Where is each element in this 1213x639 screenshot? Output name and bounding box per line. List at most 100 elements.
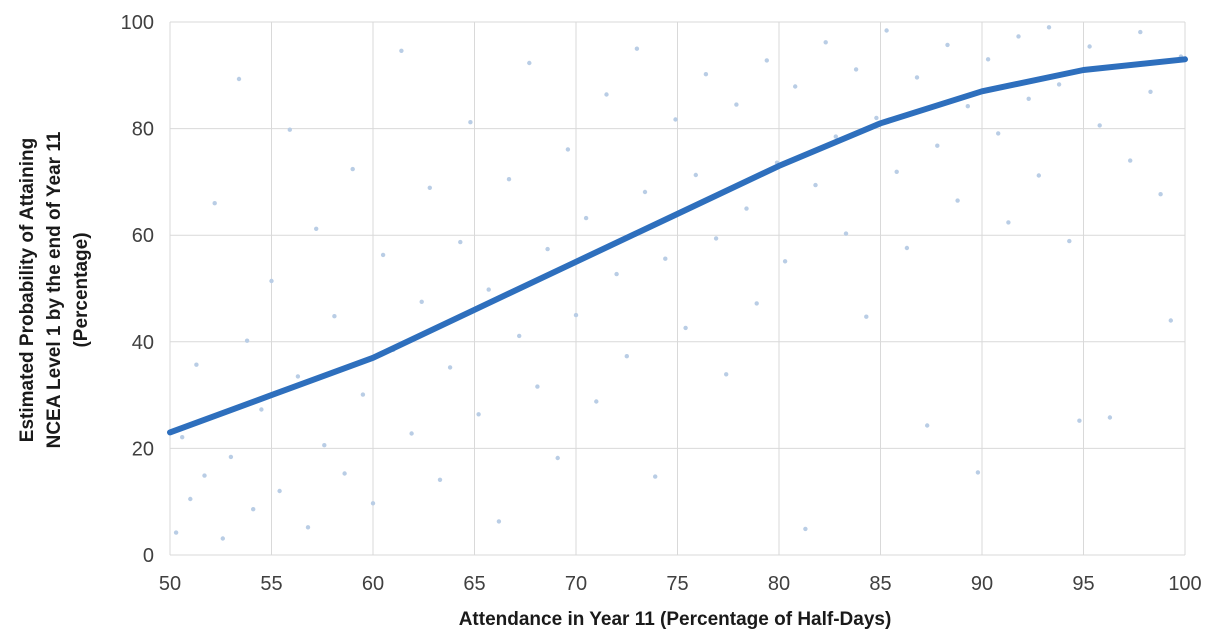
data-point-6 — [220, 536, 225, 541]
data-point-83 — [965, 104, 970, 109]
data-point-52 — [653, 474, 658, 479]
data-point-56 — [693, 172, 698, 178]
data-point-11 — [259, 407, 264, 412]
data-point-67 — [803, 526, 808, 532]
data-point-93 — [1067, 238, 1072, 244]
data-point-29 — [427, 185, 432, 190]
x-axis-title: Attendance in Year 11 (Percentage of Hal… — [459, 609, 892, 630]
x-tick-label-7: 85 — [869, 573, 891, 595]
data-point-92 — [1056, 82, 1062, 87]
data-point-31 — [447, 365, 453, 370]
data-point-86 — [996, 131, 1001, 136]
data-point-32 — [458, 239, 463, 245]
x-tick-label-9: 95 — [1072, 573, 1094, 595]
data-point-65 — [782, 259, 788, 264]
data-point-19 — [332, 314, 337, 319]
data-point-14 — [287, 127, 292, 132]
data-point-57 — [703, 72, 709, 77]
data-point-94 — [1077, 418, 1082, 423]
trend-line — [167, 56, 1188, 436]
data-point-24 — [380, 252, 386, 258]
x-tick-label-3: 65 — [463, 573, 485, 595]
data-point-87 — [1006, 220, 1011, 225]
data-point-38 — [517, 333, 522, 339]
data-point-39 — [527, 60, 532, 66]
data-point-96 — [1097, 123, 1102, 128]
data-point-44 — [573, 312, 579, 318]
data-point-22 — [360, 392, 366, 397]
data-point-78 — [914, 75, 920, 80]
data-point-80 — [935, 143, 940, 148]
data-point-9 — [244, 338, 250, 343]
data-point-72 — [853, 67, 859, 72]
data-point-45 — [583, 215, 589, 221]
data-point-50 — [634, 46, 640, 51]
data-point-5 — [212, 201, 217, 206]
data-point-37 — [506, 177, 512, 182]
data-point-15 — [295, 374, 301, 379]
data-point-100 — [1138, 29, 1143, 35]
data-point-4 — [202, 473, 207, 478]
data-point-41 — [545, 246, 550, 252]
x-tick-label-8: 90 — [971, 573, 993, 595]
data-point-74 — [874, 115, 879, 121]
data-point-26 — [399, 48, 404, 53]
gridlines — [169, 21, 1186, 556]
data-point-75 — [884, 28, 889, 33]
y-tick-label-5: 100 — [121, 12, 154, 34]
data-point-43 — [565, 147, 571, 152]
data-point-2 — [188, 496, 193, 502]
data-point-66 — [793, 84, 798, 89]
data-point-97 — [1107, 415, 1113, 420]
data-point-103 — [1168, 318, 1174, 323]
x-tick-labels: 50 55 60 65 70 75 80 85 90 95 100 — [159, 573, 1202, 595]
x-tick-label-0: 50 — [159, 573, 181, 595]
data-point-18 — [322, 443, 327, 448]
y-tick-label-1: 20 — [132, 438, 154, 460]
data-point-1 — [180, 435, 185, 440]
data-point-60 — [734, 102, 739, 107]
data-point-69 — [823, 40, 828, 45]
data-point-71 — [843, 231, 849, 236]
data-point-7 — [228, 454, 234, 460]
data-point-16 — [305, 525, 311, 530]
y-tick-label-4: 80 — [132, 119, 154, 141]
scatter-points — [173, 25, 1184, 541]
data-point-61 — [744, 206, 749, 211]
x-tick-label-1: 55 — [260, 573, 282, 595]
data-point-89 — [1026, 96, 1031, 102]
data-point-3 — [194, 362, 199, 367]
y-axis-title-line-2: NCEA Level 1 by the end of Year 11 — [44, 131, 65, 448]
data-point-42 — [555, 455, 560, 461]
data-point-51 — [642, 189, 648, 195]
y-tick-labels: 0 20 40 60 80 100 — [121, 12, 154, 567]
y-tick-label-0: 0 — [143, 545, 154, 567]
data-point-102 — [1158, 192, 1163, 197]
data-point-13 — [277, 488, 282, 494]
data-point-59 — [724, 372, 729, 377]
data-point-0 — [173, 530, 179, 535]
data-point-36 — [496, 519, 502, 524]
data-point-99 — [1128, 158, 1133, 163]
trend-line-group — [167, 56, 1188, 436]
x-tick-label-2: 60 — [362, 573, 384, 595]
data-point-47 — [604, 92, 609, 97]
data-point-88 — [1016, 34, 1021, 39]
data-point-95 — [1087, 44, 1092, 49]
data-point-40 — [535, 384, 540, 389]
data-point-85 — [985, 57, 991, 62]
data-point-17 — [314, 226, 319, 231]
data-point-33 — [468, 120, 473, 125]
data-point-58 — [713, 236, 719, 241]
y-axis-title-line-3: (Percentage) — [71, 232, 92, 347]
data-point-54 — [673, 117, 678, 122]
data-point-55 — [683, 325, 688, 331]
data-point-84 — [975, 470, 981, 475]
data-point-30 — [437, 477, 443, 482]
data-point-77 — [904, 245, 910, 251]
x-tick-label-10: 100 — [1168, 573, 1201, 595]
x-tick-label-5: 75 — [666, 573, 688, 595]
data-point-34 — [476, 412, 481, 417]
data-point-49 — [624, 354, 629, 359]
